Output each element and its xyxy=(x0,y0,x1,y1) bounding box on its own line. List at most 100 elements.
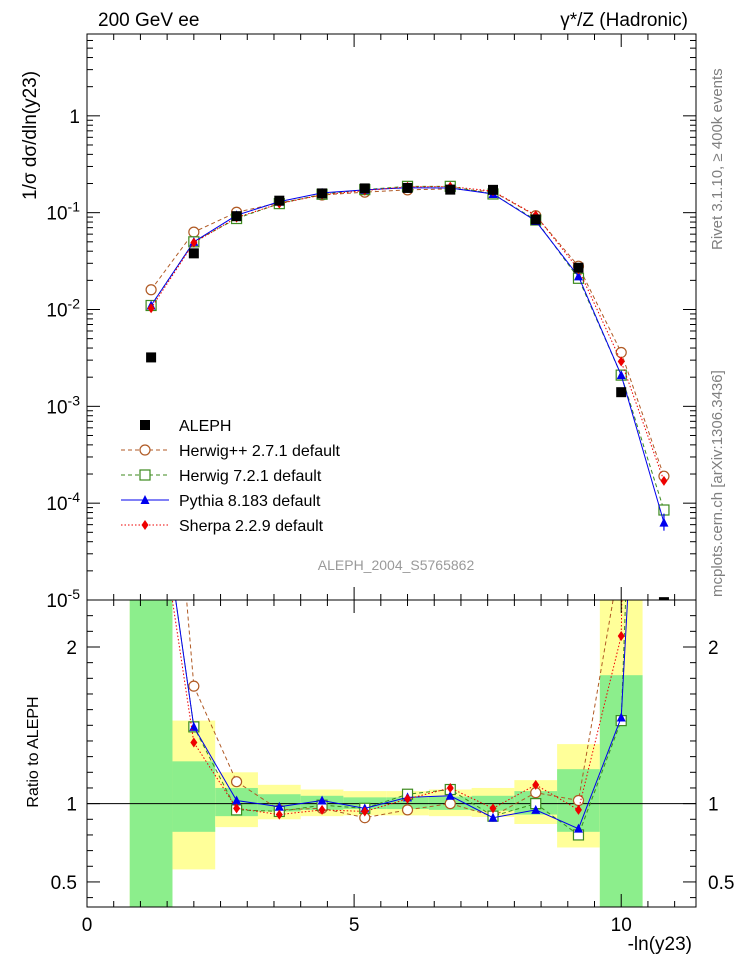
data-points xyxy=(146,182,669,600)
header-left: 200 GeV ee xyxy=(98,10,199,31)
ratio-point-sherpa-0 xyxy=(148,454,155,464)
ratio-point-herwigpp-10 xyxy=(572,794,585,807)
legend-marker-3 xyxy=(140,495,150,504)
x-tick-label: 5 xyxy=(349,915,360,936)
analysis-watermark: ALEPH_2004_S5765862 xyxy=(318,557,475,573)
ratio-point-sherpa-6 xyxy=(404,793,412,804)
point-sherpa-12 xyxy=(660,475,668,486)
ratio-point-sherpa-3 xyxy=(275,809,283,820)
side-text-mcplots: mcplots.cern.ch [arXiv:1306.3436] xyxy=(709,370,726,597)
data-point-3 xyxy=(274,195,285,206)
top-y-axis-title: 1/σ dσ/dln(y23) xyxy=(20,71,41,200)
curve-sherpa xyxy=(150,186,665,482)
ratio-point-sherpa-5 xyxy=(361,806,369,817)
ratio-point-herwigpp-11 xyxy=(616,548,626,558)
legend-label-1: Herwig++ 2.7.1 default xyxy=(179,443,341,460)
top-y-tick-label: 10-4 xyxy=(46,489,80,515)
ratio-point-sherpa-10 xyxy=(574,804,582,815)
legend-label-2: Herwig 7.2.1 default xyxy=(179,468,322,485)
ratio-point-sherpa-11 xyxy=(617,631,625,642)
header-right: γ*/Z (Hadronic) xyxy=(560,10,688,31)
data-point-8 xyxy=(488,184,498,195)
point-pythia-11 xyxy=(616,370,626,380)
legend-marker-1 xyxy=(139,444,151,456)
ratio-point-sherpa-4 xyxy=(318,804,326,815)
point-sherpa-1 xyxy=(190,237,198,248)
side-text-rivet: Rivet 3.1.10, ≥ 400k events xyxy=(709,68,726,250)
ratio-y-tick-label-right: 0.5 xyxy=(708,873,734,894)
legend-label-4: Sherpa 2.2.9 default xyxy=(179,518,324,535)
ratio-bands xyxy=(129,600,643,907)
ratio-point-pythia-9 xyxy=(531,804,541,814)
data-point-4 xyxy=(317,188,328,199)
data-point-0 xyxy=(146,352,157,363)
x-tick-label: 10 xyxy=(611,915,632,936)
top-y-tick-label: 10-5 xyxy=(46,586,80,612)
ratio-point-herwigpp-7 xyxy=(444,798,456,810)
bottom-y-axis-title-text: Ratio to ALEPH xyxy=(25,696,42,807)
ratio-y-tick-label: 0.5 xyxy=(51,873,77,894)
ratio-curve-sherpa xyxy=(171,600,623,816)
top-y-tick-label: 10-3 xyxy=(46,392,80,418)
legend-label-0: ALEPH xyxy=(179,418,231,435)
ratio-curve-pythia xyxy=(175,600,629,830)
ratio-y-tick-label-right: 2 xyxy=(708,638,719,659)
top-y-tick-label: 1 xyxy=(69,107,80,128)
ratio-y-tick-label: 1 xyxy=(66,795,77,816)
data-point-1 xyxy=(188,248,199,259)
ratio-point-sherpa-2 xyxy=(233,803,241,814)
green-band-0 xyxy=(129,600,173,907)
ratio-point-sherpa-1 xyxy=(190,737,198,748)
ratio-point-sherpa-9 xyxy=(532,779,540,790)
bottom-y-axis-title: Ratio to ALEPH xyxy=(25,696,42,807)
point-herwigpp-0 xyxy=(145,284,157,296)
ratio-point-pythia-3 xyxy=(274,801,284,811)
data-point-7 xyxy=(445,184,456,195)
legend-marker-4 xyxy=(141,520,149,530)
green-band-1 xyxy=(172,761,216,832)
ratio-point-pythia-4 xyxy=(317,795,327,805)
data-point-6 xyxy=(402,182,413,193)
legend-label-3: Pythia 8.183 default xyxy=(179,493,321,510)
data-point-5 xyxy=(359,183,370,194)
ratio-point-sherpa-8 xyxy=(489,803,497,814)
data-point-9 xyxy=(530,214,541,225)
ratio-point-pythia-10 xyxy=(573,823,583,833)
ratio-point-herwigpp-2 xyxy=(230,776,243,788)
curve-herwig xyxy=(150,185,665,511)
svg-text:1/σ dσ/dln(y23): 1/σ dσ/dln(y23) xyxy=(20,71,41,200)
ratio-series xyxy=(148,454,629,841)
ratio-point-herwigpp-1 xyxy=(188,680,200,692)
data-point-12 xyxy=(658,597,669,600)
ratio-y-tick-label-right: 1 xyxy=(708,795,719,816)
data-point-2 xyxy=(231,211,242,222)
bottom-frame xyxy=(86,599,697,908)
top-y-tick-label: 10-2 xyxy=(46,296,80,322)
ratio-point-pythia-1 xyxy=(189,721,199,731)
ratio-point-pythia-7 xyxy=(445,790,455,800)
ratio-y-tick-label: 2 xyxy=(66,638,77,659)
ratio-point-sherpa-7 xyxy=(446,782,454,793)
ratio-curve-herwigpp xyxy=(186,600,614,819)
ratio-point-pythia-11 xyxy=(616,712,626,722)
x-ticks xyxy=(86,34,676,907)
legend-marker-0 xyxy=(140,420,150,430)
legend: ALEPH Herwig++ 2.7.1 default Herwig 7.2.1 … xyxy=(121,418,341,535)
data-point-11 xyxy=(616,387,627,398)
point-herwigpp-1 xyxy=(188,226,200,238)
legend-marker-2 xyxy=(139,469,151,481)
bottom-y-ticks xyxy=(87,615,696,899)
ratio-point-pythia-2 xyxy=(232,795,242,805)
top-y-tick-label: 10-1 xyxy=(46,199,80,225)
x-axis-title: -ln(y23) xyxy=(628,934,692,955)
top-frame xyxy=(86,33,697,601)
point-pythia-10 xyxy=(573,271,583,281)
point-herwigpp-11 xyxy=(615,346,627,359)
ratio-point-pythia-8 xyxy=(488,812,498,822)
point-sherpa-11 xyxy=(617,356,625,367)
top-y-axis-title-text: 1/σ dσ/dln(y23) xyxy=(20,71,41,200)
data-point-10 xyxy=(573,262,584,273)
ratio-point-herwigpp-6 xyxy=(401,804,414,816)
x-tick-label: 0 xyxy=(82,915,93,936)
